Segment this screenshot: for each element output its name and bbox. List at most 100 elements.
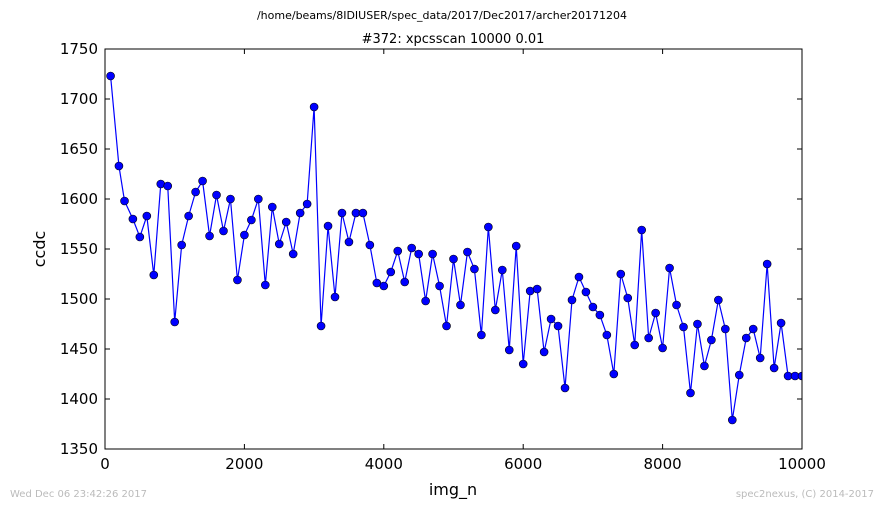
data-point xyxy=(149,270,159,280)
data-point xyxy=(281,217,291,227)
data-point xyxy=(560,383,570,393)
data-point xyxy=(721,324,730,334)
data-point xyxy=(449,254,458,264)
data-point xyxy=(400,277,410,287)
x-axis-label: img_n xyxy=(429,480,477,500)
series-line xyxy=(109,75,802,421)
data-point xyxy=(707,335,716,345)
y-tick-label: 1500 xyxy=(60,290,98,308)
data-point xyxy=(574,272,584,282)
data-point xyxy=(393,246,403,256)
data-point xyxy=(511,241,521,251)
data-point xyxy=(267,202,277,212)
data-point xyxy=(769,363,779,373)
data-point xyxy=(497,265,507,275)
data-point xyxy=(581,287,591,297)
data-point xyxy=(386,267,396,277)
data-point xyxy=(762,259,772,269)
data-point xyxy=(379,281,389,291)
y-axis-label: ccdc xyxy=(30,231,49,268)
data-point xyxy=(679,322,688,332)
data-point xyxy=(484,222,493,232)
data-point xyxy=(309,102,319,112)
y-tick-label: 1650 xyxy=(60,140,98,158)
data-point xyxy=(184,211,193,221)
data-point xyxy=(491,305,500,315)
data-point xyxy=(226,194,235,204)
y-tick-label: 1400 xyxy=(60,390,98,408)
data-point xyxy=(365,240,375,250)
data-point xyxy=(330,292,340,302)
data-point xyxy=(637,225,646,235)
x-tick-label: 6000 xyxy=(504,455,542,473)
data-point xyxy=(686,388,695,398)
x-tick-label: 2000 xyxy=(225,455,263,473)
data-point xyxy=(470,264,479,274)
data-point xyxy=(428,249,437,259)
chart-title: #372: xpcsscan 10000 0.01 xyxy=(362,32,545,47)
data-point xyxy=(567,295,577,305)
file-path-title: /home/beams/8IDIUSER/spec_data/2017/Dec2… xyxy=(257,9,627,22)
data-point xyxy=(658,343,667,353)
data-point xyxy=(435,281,444,291)
data-point xyxy=(539,347,549,357)
x-tick-label: 8000 xyxy=(644,455,682,473)
data-point xyxy=(170,317,179,327)
data-point xyxy=(477,330,486,340)
data-point xyxy=(741,333,751,343)
data-point xyxy=(553,321,563,331)
data-point xyxy=(205,231,214,241)
data-point xyxy=(609,369,619,379)
y-tick-label: 1450 xyxy=(60,340,98,358)
data-point xyxy=(644,333,653,343)
data-point xyxy=(128,214,138,224)
data-point xyxy=(233,275,242,285)
data-point xyxy=(295,208,305,218)
series-0 xyxy=(106,71,802,425)
data-point xyxy=(198,176,207,186)
data-point xyxy=(135,232,145,242)
data-point xyxy=(755,353,765,363)
data-point xyxy=(518,359,528,369)
y-tick-label: 1600 xyxy=(60,190,98,208)
data-point xyxy=(316,321,326,331)
data-point xyxy=(504,345,514,355)
data-point xyxy=(240,230,249,240)
data-point xyxy=(616,269,626,279)
data-point xyxy=(463,247,472,257)
x-tick-label: 10000 xyxy=(778,455,826,473)
data-point xyxy=(546,314,556,324)
data-point xyxy=(602,330,612,340)
data-point xyxy=(191,187,200,197)
data-point xyxy=(120,196,129,206)
data-point xyxy=(623,293,633,303)
data-point xyxy=(288,249,298,259)
data-point xyxy=(734,370,744,380)
data-point xyxy=(630,340,640,350)
data-point xyxy=(254,194,263,204)
data-point xyxy=(261,280,270,290)
footer-credit: spec2nexus, (C) 2014-2017 xyxy=(736,489,874,500)
data-point xyxy=(748,324,758,334)
data-point xyxy=(693,319,702,329)
data-point xyxy=(142,211,152,221)
plot-area xyxy=(106,71,802,425)
data-point xyxy=(323,221,333,231)
data-point xyxy=(595,310,605,320)
data-point xyxy=(456,300,465,310)
data-point xyxy=(651,308,660,318)
footer-timestamp: Wed Dec 06 23:42:26 2017 xyxy=(10,489,147,500)
data-point xyxy=(727,415,737,425)
data-point xyxy=(714,295,723,305)
y-tick-label: 1750 xyxy=(60,40,98,58)
y-tick-label: 1350 xyxy=(60,440,98,458)
data-point xyxy=(212,190,221,200)
data-point xyxy=(421,296,430,306)
x-axis-ticks: 0 2000 4000 6000 8000 10000 xyxy=(100,49,826,473)
data-point xyxy=(177,240,186,250)
data-point xyxy=(337,208,347,218)
x-tick-label: 0 xyxy=(100,455,110,473)
data-point xyxy=(532,284,542,294)
data-point xyxy=(274,239,284,249)
